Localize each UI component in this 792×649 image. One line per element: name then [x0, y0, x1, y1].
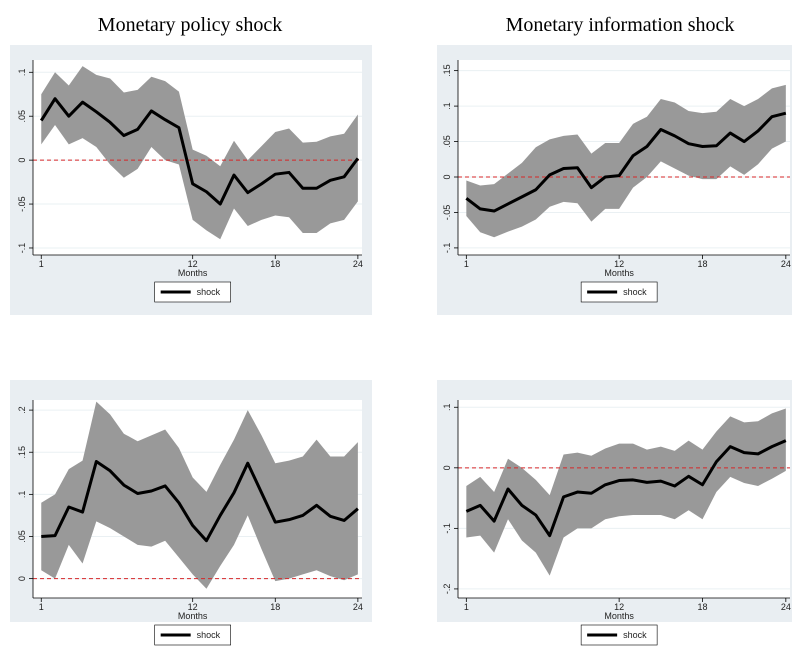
x-tick-label: 1	[39, 259, 44, 269]
y-tick-label: -.1	[442, 243, 452, 254]
x-tick-label: 12	[188, 602, 198, 612]
x-tick-label: 18	[270, 259, 280, 269]
legend-box	[154, 281, 231, 303]
panel: -.1 -.05 0 .05 .1 1 12 18 24 Months shock	[10, 45, 372, 315]
line-series	[41, 460, 359, 543]
y-tick-label: -.05	[442, 205, 452, 221]
legend-box	[580, 624, 658, 646]
legend-box	[580, 281, 658, 303]
y-tick-label: .1	[442, 102, 452, 110]
y-tick-label: .05	[442, 135, 452, 148]
y-tick-label: .05	[17, 110, 27, 123]
legend-label: shock	[623, 630, 647, 640]
confidence-band	[41, 66, 358, 240]
y-tick-label: 0	[17, 576, 27, 581]
x-tick-label: 24	[781, 259, 791, 269]
panel: -.2 -.1 0 .1 1 12 18 24 Months shock	[437, 380, 792, 646]
y-tick-label: -.1	[442, 523, 452, 534]
legend-label: shock	[623, 287, 647, 297]
x-tick-label: 18	[270, 602, 280, 612]
legend-label: shock	[197, 287, 221, 297]
y-tick-label: 0	[442, 174, 452, 179]
x-axis-label: Months	[604, 611, 634, 621]
y-tick-label: 0	[442, 465, 452, 470]
line-series	[39, 97, 360, 206]
line-series	[465, 111, 787, 213]
chart-title: Monetary policy shock	[98, 14, 282, 36]
y-tick-label: -.05	[17, 196, 27, 212]
panel: 0 .05 .1 .15 .2 1 12 18 24 Months shock	[10, 380, 372, 646]
y-tick-label: .15	[17, 446, 27, 459]
x-axis-label: Months	[178, 268, 208, 278]
y-tick-label: .15	[442, 64, 452, 77]
legend-label: shock	[197, 630, 221, 640]
confidence-band	[466, 84, 786, 238]
line-series	[465, 439, 787, 538]
x-tick-label: 12	[614, 259, 624, 269]
legend-box	[154, 624, 231, 646]
y-tick-label: -.2	[442, 584, 452, 595]
x-tick-label: 24	[353, 602, 363, 612]
x-tick-label: 18	[697, 602, 707, 612]
y-tick-label: .05	[17, 530, 27, 543]
x-axis-label: Months	[178, 611, 208, 621]
y-tick-label: .1	[17, 491, 27, 499]
x-tick-label: 12	[614, 602, 624, 612]
chart-title: Monetary information shock	[506, 14, 735, 36]
x-axis-label: Months	[604, 268, 634, 278]
x-tick-label: 1	[39, 602, 44, 612]
y-tick-label: .2	[17, 406, 27, 414]
y-tick-label: 0	[17, 158, 27, 163]
panel: -.1 -.05 0 .05 .1 .15 1 12 18 24 Months shock	[437, 45, 792, 315]
confidence-band	[41, 401, 358, 589]
y-tick-label: .1	[442, 404, 452, 412]
x-tick-label: 24	[353, 259, 363, 269]
x-tick-label: 24	[781, 602, 791, 612]
confidence-band	[466, 408, 786, 576]
y-tick-label: .1	[17, 69, 27, 77]
x-tick-label: 18	[697, 259, 707, 269]
x-tick-label: 1	[464, 602, 469, 612]
x-tick-label: 12	[188, 259, 198, 269]
x-tick-label: 1	[464, 259, 469, 269]
y-tick-label: -.1	[17, 243, 27, 254]
